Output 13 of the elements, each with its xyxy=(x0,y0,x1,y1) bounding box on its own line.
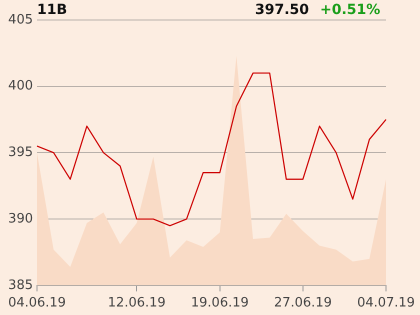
y-tick-label: 385 xyxy=(8,278,33,293)
text: 11B xyxy=(37,2,68,18)
x-tick-label: 04.07.19 xyxy=(357,296,415,311)
x-tick-label: 12.06.19 xyxy=(108,296,166,311)
y-tick-label: 400 xyxy=(8,78,33,94)
y-tick-label: 395 xyxy=(8,145,33,160)
y-tick-label: 405 xyxy=(8,12,33,28)
x-tick-label: 27.06.19 xyxy=(274,296,332,311)
y-tick-label: 390 xyxy=(8,211,33,226)
x-tick-label: 04.06.19 xyxy=(8,296,66,311)
text: 397.50 xyxy=(255,2,310,18)
x-tick-label: 19.06.19 xyxy=(190,296,249,311)
text: +0.51% xyxy=(320,2,380,18)
